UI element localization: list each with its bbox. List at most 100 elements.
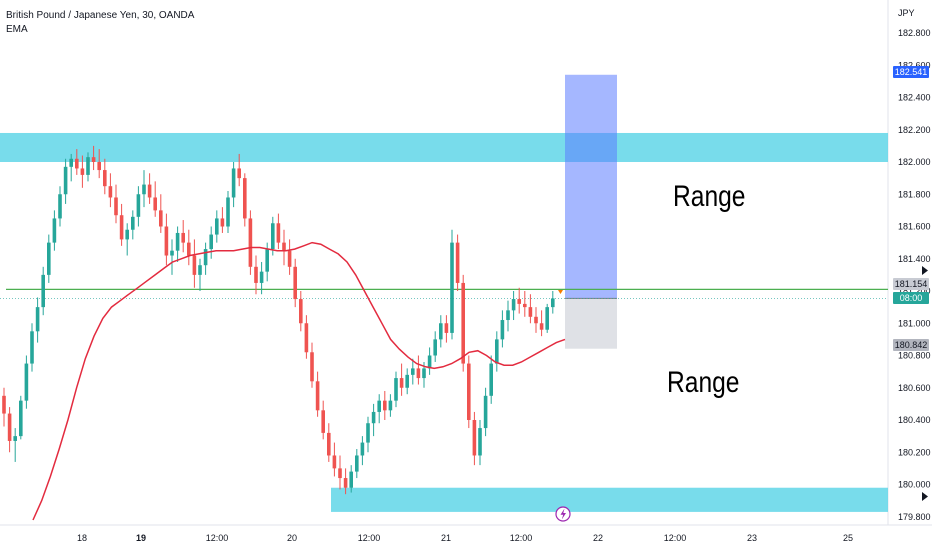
candle [383,400,387,411]
symbol-title[interactable]: British Pound / Japanese Yen, 30, OANDA [6,10,195,21]
candle [433,339,437,356]
candle [147,184,152,198]
candle [506,310,510,321]
time-tick-label: 18 [77,533,87,543]
time-tick-label: 25 [843,533,853,543]
candle [30,331,34,364]
price-tick-label: 181.000 [898,318,931,328]
candle [175,232,180,251]
horizontal-line[interactable] [0,288,888,299]
support-zone[interactable] [331,487,888,512]
candle [119,215,124,240]
range-label-top[interactable]: Range [673,180,746,213]
candle [287,250,292,267]
candle [192,255,197,275]
candle [97,162,101,171]
position-tool[interactable] [565,74,617,349]
currency-label: JPY [898,8,915,18]
entry-marker-icon [558,290,563,294]
time-tick-label: 20 [287,533,297,543]
candle [511,299,516,311]
current-price-tag: 181.154 [893,278,929,290]
price-tick-label: 181.800 [898,189,931,199]
candle [388,400,393,411]
candle [371,411,376,424]
price-tick-label: 181.600 [898,222,931,232]
price-tick-label: 180.800 [898,351,931,361]
candle [7,413,12,441]
candle [80,168,85,175]
candle [444,323,449,333]
candle [500,320,505,340]
candle [439,323,443,340]
resistance-zone[interactable] [0,132,888,162]
candle [52,218,57,243]
candles-layer [2,145,555,495]
candle [461,282,465,364]
candle [265,249,269,272]
stop-zone[interactable] [565,298,617,349]
lightning-icon[interactable] [555,506,571,522]
arrow-right-icon[interactable] [922,266,928,275]
candle [310,352,314,382]
candle [539,323,544,330]
candle [243,178,247,219]
candle [86,157,90,175]
time-axis[interactable]: 18 19 12:00 20 12:00 21 12:00 22 12:00 23 25 [77,533,853,543]
price-tick-label: 180.600 [898,383,931,393]
candle [411,368,415,375]
candle [58,194,62,219]
candle [198,265,202,275]
time-tick-label: 23 [747,533,757,543]
candle [523,303,527,308]
candle [528,307,533,317]
candle [187,242,191,256]
candle [332,455,337,469]
candle [41,274,45,308]
price-tick-label: 180.200 [898,447,931,457]
candle [338,468,342,479]
time-tick-label: 12:00 [358,533,381,543]
candle [103,170,107,187]
candle [170,250,174,256]
candle [142,184,146,195]
candle [131,216,135,230]
candle [343,478,348,488]
arrow-right-icon[interactable] [922,492,928,501]
price-tick-label: 181.200 [898,286,931,296]
candle [478,428,482,456]
candle [2,395,6,414]
candle [271,223,275,250]
time-tick-label: 12:00 [510,533,533,543]
candle [304,323,309,353]
candle [349,471,353,488]
candle [489,363,493,396]
candle [427,355,432,369]
candle [226,197,230,227]
candle [220,218,225,227]
price-axis[interactable]: 182.800 182.600 182.400 182.200 182.000 181.8… [898,28,931,522]
profit-zone[interactable] [565,74,617,299]
candle [153,197,157,211]
range-label-bottom[interactable]: Range [667,366,740,399]
candle [315,381,320,411]
candle [254,266,258,283]
candle [321,410,325,433]
candle [13,436,17,441]
candle [377,400,381,412]
candle [355,455,359,472]
candle [91,157,96,162]
ema-line [32,241,566,521]
candle [416,368,421,379]
candle [455,242,460,283]
candle [19,400,23,437]
price-tick-label: 180.000 [898,480,931,490]
candle [248,218,253,267]
price-tick-label: 180.400 [898,415,931,425]
candle [327,432,331,456]
candle [422,368,426,379]
ema-legend[interactable]: EMA [6,24,28,35]
candle [366,423,370,443]
candle [545,307,549,330]
